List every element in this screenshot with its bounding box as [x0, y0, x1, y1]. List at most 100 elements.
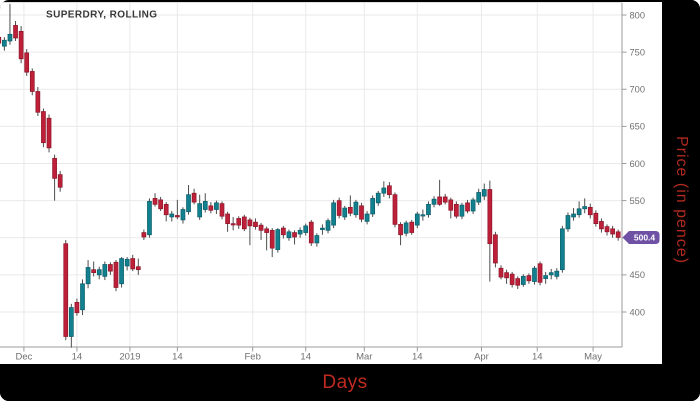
candle[interactable] [398, 222, 403, 246]
candlestick-chart[interactable]: 800750700650600550500450400Dec14201914Fe… [0, 2, 662, 364]
candle[interactable] [448, 197, 454, 219]
candle[interactable] [392, 192, 398, 228]
candle[interactable] [63, 239, 69, 341]
candle[interactable] [197, 194, 203, 220]
candle[interactable] [264, 226, 269, 251]
candle[interactable] [604, 224, 610, 236]
candle[interactable] [504, 269, 509, 284]
candle[interactable] [381, 181, 387, 197]
candle[interactable] [403, 220, 409, 237]
candle[interactable] [331, 199, 336, 229]
candle[interactable] [532, 265, 537, 285]
candle[interactable] [610, 225, 615, 238]
candle[interactable] [286, 229, 292, 241]
candle[interactable] [325, 218, 331, 234]
candle[interactable] [258, 222, 264, 240]
candle[interactable] [2, 37, 7, 51]
candle[interactable] [29, 68, 35, 96]
candle[interactable] [375, 190, 381, 206]
candle[interactable] [308, 219, 314, 246]
candle[interactable] [135, 258, 141, 275]
candle[interactable] [175, 199, 180, 220]
candle[interactable] [80, 279, 85, 315]
candle[interactable] [236, 216, 242, 229]
candle[interactable] [163, 202, 169, 222]
candle[interactable] [537, 261, 543, 286]
candle[interactable] [41, 108, 46, 148]
candle[interactable] [520, 274, 526, 287]
candle[interactable] [587, 203, 593, 219]
candle[interactable] [68, 303, 74, 348]
candle[interactable] [57, 170, 63, 192]
candle[interactable] [96, 266, 102, 280]
candle[interactable] [85, 260, 91, 289]
candle[interactable] [292, 230, 297, 245]
candle[interactable] [336, 197, 342, 219]
candle[interactable] [498, 265, 504, 280]
candle[interactable] [364, 211, 370, 225]
candle[interactable] [35, 87, 41, 116]
candle[interactable] [247, 217, 253, 246]
candle[interactable] [314, 233, 320, 247]
candle[interactable] [387, 182, 392, 199]
candle[interactable] [426, 201, 431, 218]
candle[interactable] [548, 268, 554, 280]
candle[interactable] [74, 298, 80, 316]
candle[interactable] [124, 257, 130, 271]
candle[interactable] [359, 202, 364, 223]
candle[interactable] [281, 225, 286, 239]
candle[interactable] [509, 271, 515, 288]
candle[interactable] [353, 199, 359, 218]
candle[interactable] [0, 34, 2, 47]
candle[interactable] [303, 223, 309, 236]
candle[interactable] [219, 201, 225, 220]
candle[interactable] [141, 229, 147, 240]
candle[interactable] [347, 195, 353, 217]
candle[interactable] [241, 214, 247, 232]
candle[interactable] [370, 195, 376, 217]
candle[interactable] [554, 268, 560, 280]
candle[interactable] [414, 211, 420, 229]
candle[interactable] [526, 273, 532, 284]
candle[interactable] [582, 198, 588, 214]
candle[interactable] [431, 196, 437, 208]
candle[interactable] [297, 227, 303, 238]
candle[interactable] [152, 193, 158, 207]
candle[interactable] [576, 201, 582, 218]
candle[interactable] [108, 262, 113, 275]
candle[interactable] [493, 231, 498, 268]
candle[interactable] [342, 205, 348, 220]
candle[interactable] [454, 201, 459, 219]
candle[interactable] [459, 202, 465, 220]
candle[interactable] [571, 208, 576, 221]
candle[interactable] [593, 210, 599, 227]
candle[interactable] [91, 261, 97, 277]
candle[interactable] [225, 211, 230, 232]
candle[interactable] [113, 260, 119, 292]
candle[interactable] [130, 254, 136, 272]
candle[interactable] [208, 202, 214, 214]
candle[interactable] [442, 193, 448, 205]
candle[interactable] [487, 180, 493, 282]
candle[interactable] [13, 20, 18, 41]
candle[interactable] [202, 193, 208, 213]
candle[interactable] [565, 212, 571, 232]
candle[interactable] [465, 199, 470, 214]
candle[interactable] [119, 257, 124, 288]
candle[interactable] [269, 228, 275, 258]
candle[interactable] [615, 229, 621, 241]
candle[interactable] [180, 207, 186, 224]
candle[interactable] [18, 26, 24, 64]
candle[interactable] [437, 179, 442, 206]
candle[interactable] [52, 154, 57, 201]
candle[interactable] [476, 188, 482, 206]
candle[interactable] [481, 183, 487, 200]
candle[interactable] [102, 261, 108, 281]
candle[interactable] [275, 228, 281, 253]
candle[interactable] [24, 49, 30, 76]
candle[interactable] [560, 225, 565, 273]
candle[interactable] [191, 188, 197, 205]
candle[interactable] [543, 271, 548, 284]
candle[interactable] [253, 218, 258, 230]
candle[interactable] [420, 209, 426, 221]
